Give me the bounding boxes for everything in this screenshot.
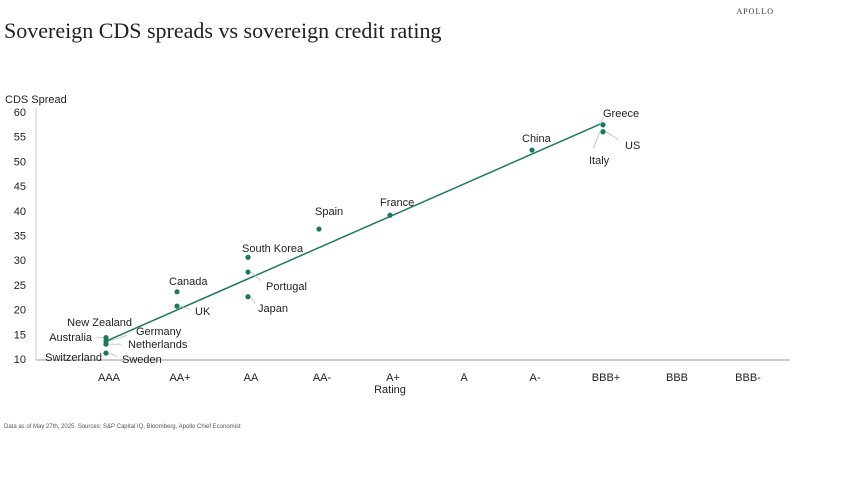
apollo-logo: APOLLO	[736, 7, 774, 16]
x-tick-label: AA+	[169, 372, 190, 384]
point-label: Italy	[589, 155, 610, 167]
leader-line	[599, 117, 604, 125]
data-point	[245, 294, 251, 300]
source-note: Data as of May 27th, 2025. Sources: S&P …	[4, 424, 241, 430]
x-tick-label: A+	[386, 372, 400, 384]
point-label: France	[380, 197, 414, 209]
y-tick-label: 50	[14, 156, 26, 168]
data-point	[174, 289, 180, 295]
x-axis-title: Rating	[374, 384, 406, 396]
point-label: UK	[195, 306, 211, 318]
point-label: Greece	[603, 108, 639, 120]
x-tick-label: BBB	[666, 372, 688, 384]
y-tick-label: 10	[14, 354, 26, 366]
point-label: South Korea	[242, 243, 304, 255]
data-point	[245, 269, 251, 275]
point-label: China	[522, 133, 552, 145]
y-tick-label: 25	[14, 280, 26, 292]
data-point	[174, 303, 180, 309]
data-point	[600, 122, 606, 128]
x-tick-label: AA-	[313, 372, 332, 384]
point-label: Canada	[169, 276, 208, 288]
point-label: Spain	[315, 206, 343, 218]
point-label: New Zealand	[67, 317, 132, 329]
point-label: Japan	[258, 303, 288, 315]
trendline	[105, 122, 604, 342]
point-label: Australia	[49, 332, 93, 344]
y-tick-label: 60	[14, 107, 26, 119]
leader-line	[250, 271, 261, 281]
point-label: Portugal	[266, 281, 307, 293]
point-label: Switzerland	[45, 352, 102, 364]
data-point	[103, 350, 109, 356]
y-tick-label: 20	[14, 305, 26, 317]
page-title: Sovereign CDS spreads vs sovereign credi…	[4, 18, 442, 43]
point-label: Netherlands	[128, 339, 188, 351]
leader-line	[592, 131, 601, 149]
data-point	[529, 147, 535, 153]
data-point	[387, 212, 393, 218]
x-tick-label: A-	[530, 372, 541, 384]
y-tick-label: 15	[14, 329, 26, 341]
x-tick-label: BBB+	[592, 372, 620, 384]
leader-line	[250, 296, 256, 304]
leader-line	[605, 131, 619, 140]
y-tick-label: 40	[14, 206, 26, 218]
y-tick-label: 35	[14, 231, 26, 243]
x-tick-label: AAA	[98, 372, 121, 384]
data-point	[600, 129, 606, 135]
data-point	[103, 335, 109, 341]
y-axis-title: CDS Spread	[5, 94, 67, 106]
x-tick-label: BBB-	[735, 372, 761, 384]
leader-line	[108, 334, 128, 342]
point-label: Sweden	[122, 354, 162, 366]
x-tick-label: AA	[244, 372, 259, 384]
x-tick-label: A	[460, 372, 468, 384]
y-tick-label: 45	[14, 181, 26, 193]
data-point	[316, 226, 322, 232]
leader-line	[108, 352, 118, 358]
y-tick-label: 30	[14, 255, 26, 267]
point-label: Germany	[136, 326, 182, 338]
point-label: US	[625, 140, 640, 152]
y-tick-label: 55	[14, 132, 26, 144]
data-point	[245, 254, 251, 260]
leader-line	[96, 336, 104, 339]
leader-line	[179, 305, 190, 310]
